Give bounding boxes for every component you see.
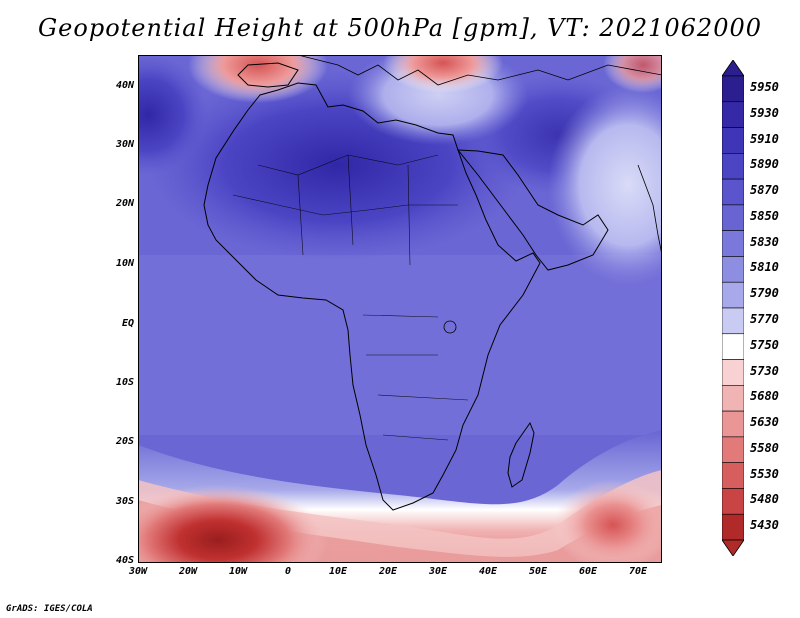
colorbar-level-label: 5890 <box>750 157 779 172</box>
lat-label-30s: 30S <box>115 496 134 507</box>
colorbar-level-label: 5830 <box>750 234 779 249</box>
colorbar-swatch <box>722 385 744 412</box>
lon-label-10e: 10E <box>328 566 348 577</box>
map-frame <box>138 55 662 563</box>
colorbar-level-label: 5680 <box>750 389 779 404</box>
colorbar-swatch <box>722 359 744 386</box>
colorbar-swatch <box>722 230 744 257</box>
trough-iberia <box>188 55 328 103</box>
trough-south-atlantic <box>138 485 328 563</box>
colorbar-bottom-arrow <box>722 539 744 556</box>
country-borders <box>232 154 469 441</box>
colorbar-level-label: 5910 <box>750 131 779 146</box>
lon-label-30w: 30W <box>128 566 148 577</box>
colorbar-level-label: 5930 <box>750 105 779 120</box>
lake-victoria <box>443 320 457 334</box>
tropical-band <box>138 255 662 435</box>
colorbar-swatch <box>722 256 744 283</box>
colorbar-level-label: 5850 <box>750 208 779 223</box>
lon-label-0: 0 <box>284 566 292 577</box>
colorbar-swatch <box>722 153 744 180</box>
lat-label-eq: EQ <box>121 318 134 329</box>
atlantic-high <box>138 55 208 175</box>
colorbar-swatch <box>722 436 744 463</box>
colorbar-level-label: 5790 <box>750 286 779 301</box>
colorbar-level-label: 5950 <box>750 80 779 94</box>
colorbar-level-label: 5530 <box>750 466 779 481</box>
colorbar-level-label: 5480 <box>750 492 779 507</box>
colorbar-swatch <box>722 513 744 541</box>
arabia-outline <box>456 149 609 271</box>
colorbar-level-label: 5870 <box>750 183 779 198</box>
europe-asia-outline <box>297 55 662 86</box>
colorbar-swatch <box>722 333 744 360</box>
map-title: Geopotential Height at 500hPa [gpm], VT:… <box>38 14 762 42</box>
lat-label-20s: 20S <box>115 436 134 447</box>
lat-label-10s: 10S <box>115 377 134 388</box>
lat-label-40s: 40S <box>115 555 134 566</box>
colorbar-swatch <box>722 127 744 154</box>
lon-label-50e: 50E <box>528 566 548 577</box>
iberia-outline <box>237 62 299 88</box>
colorbar-swatch <box>722 75 744 103</box>
lon-label-20e: 20E <box>378 566 398 577</box>
credit-text: GrADS: IGES/COLA <box>6 604 93 614</box>
trough-iran <box>603 55 662 93</box>
colorbar-top-arrow <box>722 60 744 77</box>
lon-label-70e: 70E <box>628 566 648 577</box>
colorbar-swatch <box>722 281 744 309</box>
colorbar-level-label: 5750 <box>750 337 779 352</box>
lon-label-10w: 10W <box>228 566 248 577</box>
lon-label-40e: 40E <box>478 566 498 577</box>
colorbar-swatch <box>722 101 744 128</box>
trough-south-indian <box>553 480 662 563</box>
madagascar-outline <box>507 421 535 488</box>
lat-label-10n: 10N <box>115 258 134 269</box>
colorbar-level-label: 5580 <box>750 440 779 455</box>
colorbar-swatch <box>722 410 744 438</box>
colorbar-level-label: 5810 <box>750 260 779 275</box>
colorbar-level-label: 5730 <box>750 363 779 378</box>
lon-label-30e: 30E <box>428 566 448 577</box>
trough-greece <box>383 55 503 93</box>
light-region-east <box>548 85 662 285</box>
africa-coastline <box>203 82 541 511</box>
lat-label-30n: 30N <box>115 139 134 150</box>
colorbar-level-label: 5630 <box>750 415 779 430</box>
lon-label-60e: 60E <box>578 566 598 577</box>
geopotential-map <box>138 55 662 563</box>
colorbar-swatch <box>722 488 744 515</box>
colorbar-swatch <box>722 178 744 206</box>
lon-label-20w: 20W <box>178 566 198 577</box>
india-outline <box>637 164 662 256</box>
colorbar-level-label: 5430 <box>750 518 779 533</box>
colorbar-swatch <box>722 462 744 489</box>
colorbar <box>722 60 744 556</box>
map-panel <box>138 55 662 563</box>
colorbar-swatch <box>722 204 744 231</box>
lat-label-20n: 20N <box>115 198 134 209</box>
colorbar-level-label: 5770 <box>750 312 779 326</box>
colorbar-swatch <box>722 307 744 335</box>
lat-label-40n: 40N <box>115 80 134 91</box>
